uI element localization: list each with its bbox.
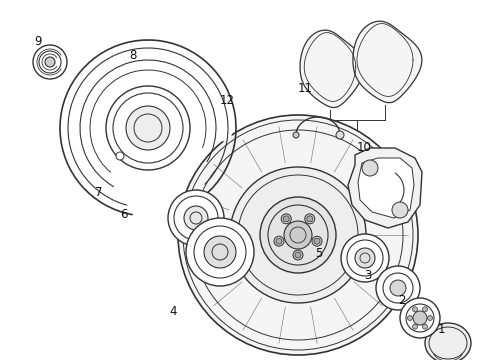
Polygon shape	[352, 21, 421, 103]
Circle shape	[273, 236, 284, 246]
Circle shape	[45, 57, 55, 67]
Text: 7: 7	[95, 186, 102, 199]
Circle shape	[292, 132, 298, 138]
Circle shape	[412, 324, 417, 329]
Circle shape	[407, 315, 412, 320]
Circle shape	[313, 238, 319, 244]
Ellipse shape	[424, 323, 470, 360]
Text: 2: 2	[398, 294, 405, 307]
Circle shape	[33, 45, 67, 79]
Circle shape	[412, 311, 426, 325]
Circle shape	[183, 206, 207, 230]
Circle shape	[106, 86, 190, 170]
Circle shape	[391, 202, 407, 218]
Circle shape	[422, 324, 427, 329]
Circle shape	[354, 248, 374, 268]
Circle shape	[284, 221, 311, 249]
Circle shape	[185, 218, 253, 286]
Text: 4: 4	[169, 305, 177, 318]
Text: 12: 12	[220, 94, 235, 107]
Polygon shape	[300, 30, 364, 108]
Circle shape	[399, 298, 439, 338]
Text: 6: 6	[120, 208, 127, 221]
Circle shape	[116, 152, 124, 160]
Circle shape	[275, 238, 282, 244]
Text: 8: 8	[129, 49, 137, 62]
Circle shape	[292, 250, 303, 260]
Text: 10: 10	[356, 141, 371, 154]
Text: 11: 11	[298, 82, 312, 95]
Circle shape	[168, 190, 224, 246]
Circle shape	[340, 234, 388, 282]
Circle shape	[260, 197, 335, 273]
Circle shape	[283, 216, 289, 222]
Circle shape	[126, 106, 170, 150]
Wedge shape	[148, 74, 231, 143]
Circle shape	[178, 115, 417, 355]
Circle shape	[335, 131, 343, 139]
Circle shape	[306, 216, 312, 222]
Polygon shape	[357, 158, 413, 218]
Circle shape	[375, 266, 419, 310]
Circle shape	[427, 315, 431, 320]
Text: 1: 1	[437, 323, 444, 336]
Circle shape	[281, 214, 291, 224]
Circle shape	[389, 280, 405, 296]
Circle shape	[294, 252, 301, 258]
Text: 9: 9	[34, 35, 41, 48]
Circle shape	[412, 307, 417, 312]
Text: 3: 3	[364, 269, 371, 282]
Circle shape	[311, 236, 322, 246]
Circle shape	[229, 167, 365, 303]
Circle shape	[361, 160, 377, 176]
Circle shape	[422, 307, 427, 312]
Circle shape	[203, 236, 236, 268]
Text: 5: 5	[315, 247, 322, 260]
Polygon shape	[347, 148, 421, 228]
Circle shape	[304, 214, 314, 224]
